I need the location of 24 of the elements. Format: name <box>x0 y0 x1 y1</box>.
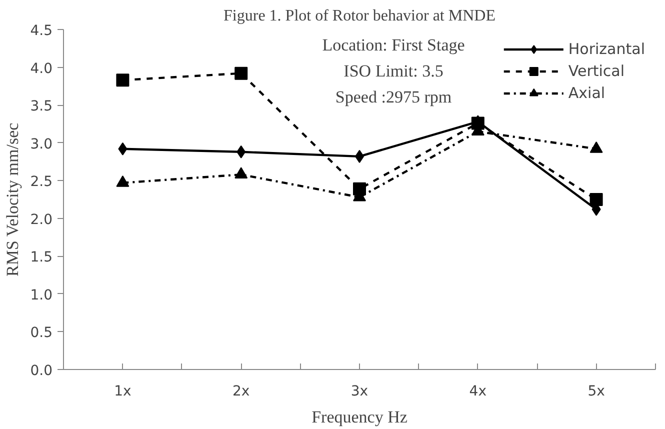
legend-label: Axial <box>568 84 606 102</box>
annotation: ISO Limit: 3.5 <box>344 62 444 80</box>
y-tick-label: 1.0 <box>30 287 52 304</box>
y-tick-label: 4.0 <box>30 60 52 77</box>
y-tick-label: 3.5 <box>30 98 52 115</box>
y-tick-label: 3.0 <box>30 136 52 152</box>
y-tick-label: 1.5 <box>30 250 52 266</box>
y-tick-label: 0.5 <box>30 325 52 342</box>
y-tick-label: 2.0 <box>30 212 52 228</box>
x-tick-label: 2x <box>232 384 250 400</box>
chart-title: Figure 1. Plot of Rotor behavior at MNDE <box>224 8 496 24</box>
x-tick-label: 5x <box>588 384 605 400</box>
x-tick-label: 1x <box>114 384 132 400</box>
x-axis-title: Frequency Hz <box>312 408 408 426</box>
legend-label: Horizantal <box>568 40 645 58</box>
legend-label: Vertical <box>568 62 625 80</box>
y-axis-title: RMS Velocity mm/sec <box>3 122 22 276</box>
y-tick-label: 4.5 <box>30 23 52 39</box>
x-tick-label: 4x <box>469 384 487 400</box>
annotation: Location: First Stage <box>322 36 465 54</box>
annotation: Speed :2975 rpm <box>335 88 452 106</box>
y-tick-label: 2.5 <box>30 174 52 190</box>
y-tick-label: 0.0 <box>30 363 52 379</box>
x-tick-label: 3x <box>350 384 368 400</box>
